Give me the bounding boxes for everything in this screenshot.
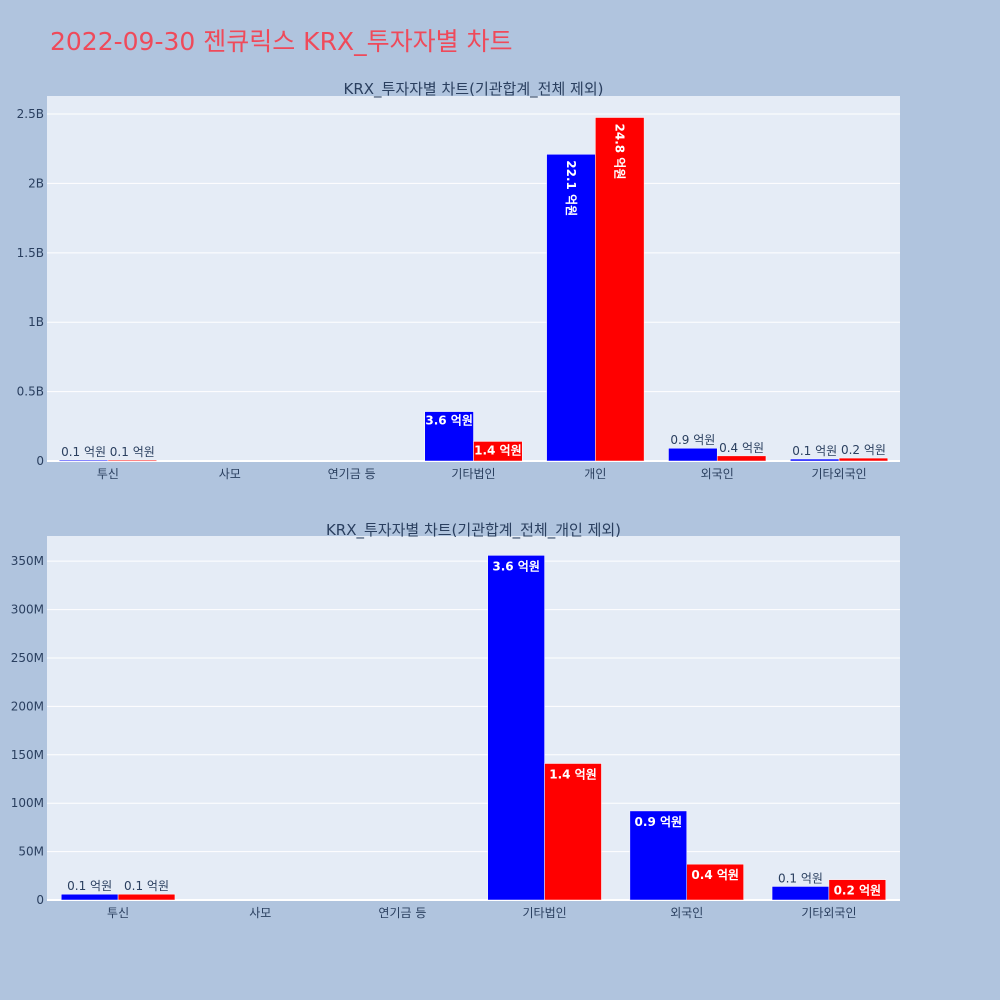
bar	[838, 457, 889, 462]
y-tick-label: 200M	[11, 699, 44, 713]
x-tick-label: 외국인	[701, 467, 734, 481]
y-tick-label: 250M	[11, 651, 44, 665]
chart-krx-all: 0 0.5B 1B 1.5B 2B 2.5B KRX_투자자별 차트(기관합계_전체 제외)…	[17, 80, 900, 481]
y-tick-label: 0.5B	[17, 385, 44, 399]
data-label: 22.1 억원	[564, 160, 578, 216]
data-label: 1.4 억원	[549, 768, 597, 782]
bar	[595, 117, 645, 462]
y-tick-label: 350M	[11, 554, 44, 568]
x-tick-label: 사모	[249, 906, 271, 920]
plot-area	[47, 96, 900, 461]
chart-title: KRX_투자자별 차트(기관합계_전체 제외)	[344, 80, 604, 99]
bar	[790, 458, 840, 462]
chart-krx-excl-individual: 0 50M 100M 150M 200M 250M 300M 350M KRX_투자자별 차트(…	[11, 521, 900, 920]
bar	[668, 447, 718, 462]
bar	[473, 441, 523, 462]
x-tick-label: 기타법인	[451, 467, 495, 481]
data-label: 24.8 억원	[613, 124, 627, 180]
x-tick-label: 기타외국인	[801, 906, 856, 920]
bar	[546, 154, 596, 462]
bar	[686, 863, 744, 901]
bar	[629, 810, 688, 901]
bar	[544, 763, 602, 901]
data-label: 0.1 억원	[110, 445, 155, 459]
bar	[716, 455, 767, 462]
x-tick-label: 개인	[584, 467, 606, 481]
bar	[828, 879, 887, 901]
data-label: 0.1 억원	[67, 879, 112, 893]
data-label: 3.6 억원	[425, 414, 473, 428]
data-label: 0.9 억원	[635, 815, 683, 829]
y-tick-label: 1.5B	[17, 246, 44, 260]
x-tick-label: 투신	[107, 906, 129, 920]
data-label: 0.1 억원	[124, 879, 169, 893]
bar	[771, 886, 830, 901]
y-tick-label: 0	[36, 454, 44, 468]
data-label: 0.4 억원	[719, 441, 764, 455]
y-tick-label: 2.5B	[17, 107, 44, 121]
bar	[117, 893, 176, 901]
data-label: 0.2 억원	[841, 443, 886, 457]
y-tick-label: 1B	[28, 315, 44, 329]
bar	[424, 411, 474, 462]
x-tick-label: 투신	[97, 467, 119, 481]
data-label: 0.2 억원	[834, 884, 882, 898]
y-tick-label: 0	[36, 893, 44, 907]
data-label: 0.4 억원	[691, 868, 739, 882]
bar	[60, 893, 119, 901]
data-label: 0.1 억원	[61, 445, 106, 459]
bar	[487, 555, 545, 901]
plot-area	[47, 536, 900, 900]
y-tick-label: 2B	[28, 176, 44, 190]
bar	[107, 459, 157, 462]
y-tick-label: 300M	[11, 603, 44, 617]
bar	[58, 459, 109, 462]
x-tick-label: 기타외국인	[811, 467, 866, 481]
data-label: 0.9 억원	[670, 433, 715, 447]
chart-title: KRX_투자자별 차트(기관합계_전체_개인 제외)	[326, 521, 621, 540]
data-label: 0.1 억원	[792, 444, 837, 458]
data-label: 1.4 억원	[474, 443, 522, 457]
y-tick-label: 150M	[11, 748, 44, 762]
data-label: 0.1 억원	[778, 871, 823, 885]
y-tick-label: 50M	[18, 845, 44, 859]
x-tick-label: 기타법인	[522, 906, 566, 920]
page-title: 2022-09-30 젠큐릭스 KRX_투자자별 차트	[50, 27, 513, 56]
x-tick-label: 연기금 등	[378, 906, 426, 920]
x-tick-label: 사모	[219, 467, 241, 481]
data-label: 3.6 억원	[492, 559, 540, 573]
x-tick-label: 외국인	[670, 906, 703, 920]
x-tick-label: 연기금 등	[328, 467, 376, 481]
y-tick-label: 100M	[11, 796, 44, 810]
